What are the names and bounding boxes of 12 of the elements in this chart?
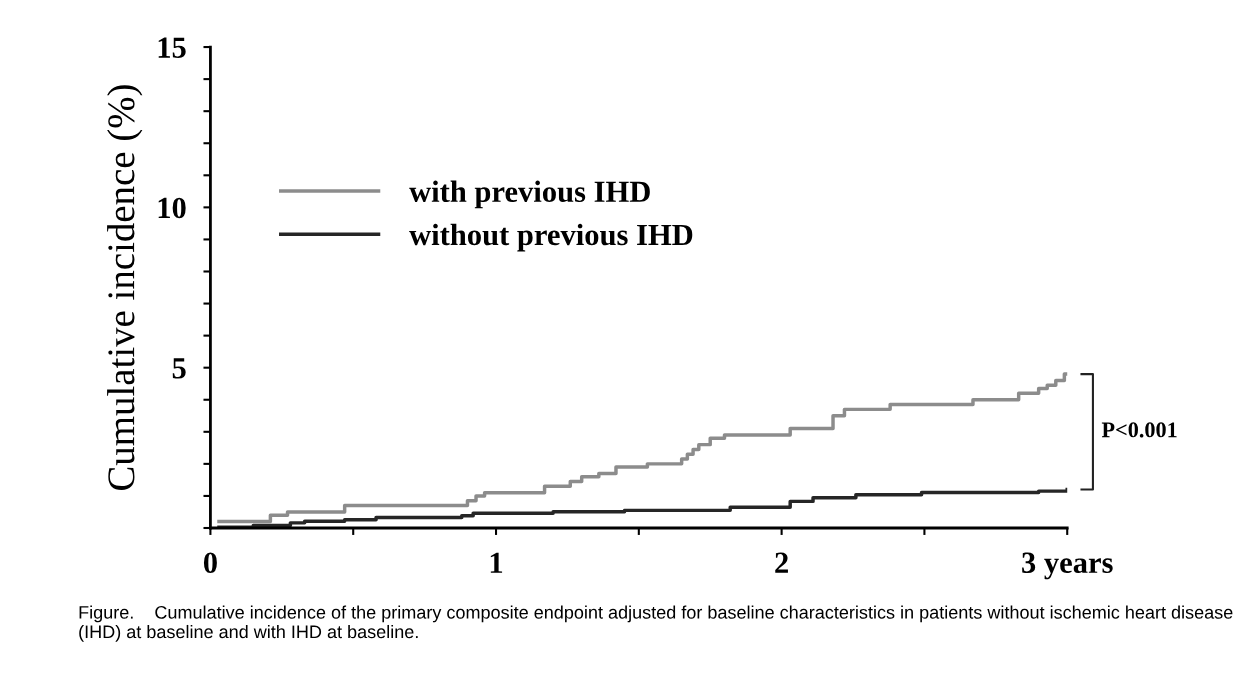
x-tick-label: 1 xyxy=(490,552,503,573)
text: Figure. Cumulative incidence of the primary composite endpoint adjusted for baseline characteristics in patients without ischemic heart disease (IHD) at baseline and with IHD at baseline. xyxy=(79,605,1233,642)
y-axis-title: Cumulative incidence (%) xyxy=(107,85,143,491)
x-tick-label: 0 xyxy=(203,552,217,574)
x-tick-label: 2 xyxy=(775,552,788,573)
y-tick-label: 5 xyxy=(172,358,186,379)
x-tick-label: 3 years xyxy=(1022,552,1113,580)
y-tick-label: 15 xyxy=(158,37,186,58)
legend-label: without previous IHD xyxy=(409,223,693,252)
text: P<0.001 xyxy=(1101,422,1177,438)
legend-label: with previous IHD xyxy=(409,180,650,209)
y-tick-label: 10 xyxy=(158,197,186,219)
